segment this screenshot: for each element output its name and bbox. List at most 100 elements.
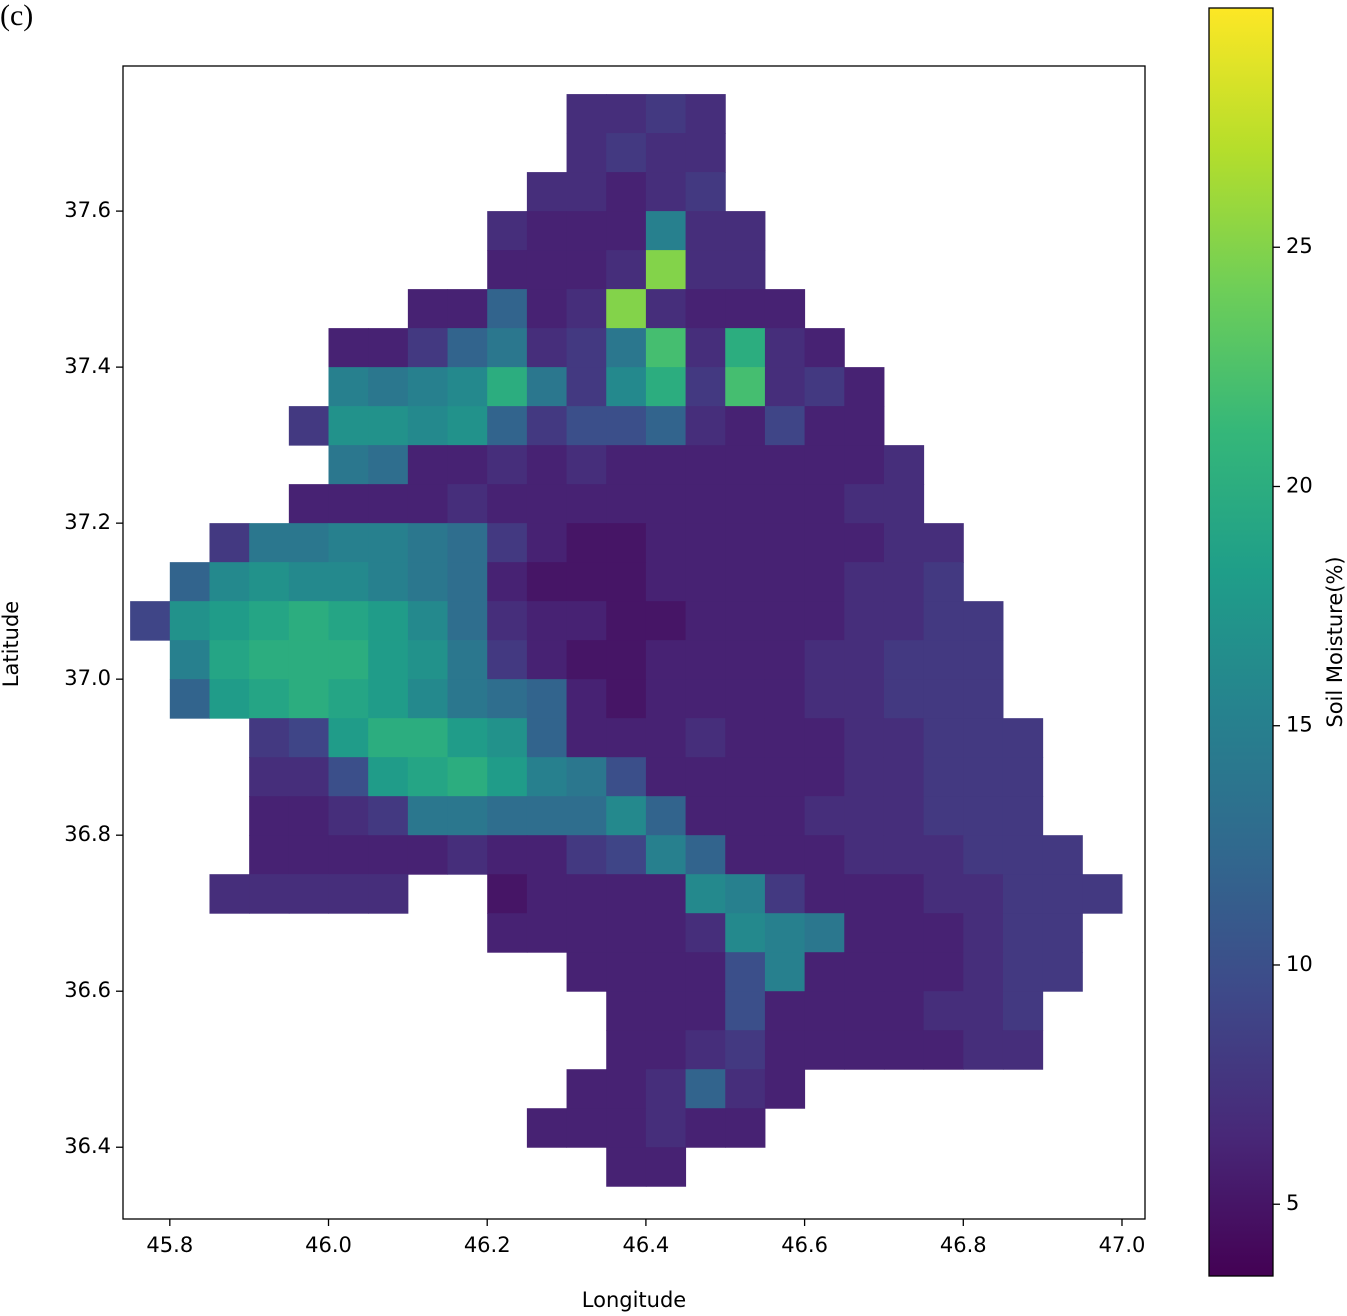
cell xyxy=(804,406,845,446)
cell xyxy=(169,562,210,602)
cell xyxy=(487,835,528,875)
cell xyxy=(368,679,409,719)
cell xyxy=(645,1147,687,1187)
cell xyxy=(963,640,1004,680)
cell xyxy=(169,679,210,719)
y-tick-label: 37.2 xyxy=(64,510,111,534)
cell xyxy=(883,601,925,641)
cell xyxy=(685,718,726,758)
cell xyxy=(725,211,766,251)
cell xyxy=(685,250,726,290)
cell xyxy=(685,94,726,134)
cell xyxy=(804,640,845,680)
cell xyxy=(1002,1030,1044,1070)
cell xyxy=(606,367,647,407)
cell xyxy=(487,796,528,836)
cell xyxy=(844,952,885,992)
cell xyxy=(883,874,925,914)
plot-frame xyxy=(122,65,1146,1220)
cell xyxy=(328,445,369,485)
cell xyxy=(447,796,488,836)
cell xyxy=(487,328,528,368)
cell xyxy=(923,562,964,602)
x-tick-label: 46.6 xyxy=(781,1233,828,1257)
cell xyxy=(407,679,449,719)
cell xyxy=(764,952,806,992)
cell xyxy=(844,367,885,407)
cell xyxy=(923,679,964,719)
cell xyxy=(764,367,806,407)
cell xyxy=(963,1030,1004,1070)
cell xyxy=(764,757,806,797)
cell xyxy=(963,718,1004,758)
cell xyxy=(606,1069,647,1109)
cell xyxy=(566,94,607,134)
cell xyxy=(447,562,488,602)
cell xyxy=(883,796,925,836)
cell xyxy=(606,1147,647,1187)
cell xyxy=(368,523,409,563)
cell xyxy=(923,796,964,836)
cell xyxy=(764,601,806,641)
cell xyxy=(526,913,568,953)
cell xyxy=(566,523,607,563)
cell xyxy=(764,328,806,368)
cell xyxy=(526,796,568,836)
cell xyxy=(804,952,845,992)
cell xyxy=(725,913,766,953)
cell xyxy=(804,367,845,407)
cell xyxy=(526,523,568,563)
cell xyxy=(1002,757,1044,797)
cell xyxy=(725,445,766,485)
cell xyxy=(368,484,409,524)
cell xyxy=(963,991,1004,1031)
cell xyxy=(566,952,607,992)
cell xyxy=(487,406,528,446)
cell xyxy=(447,328,488,368)
cell xyxy=(526,289,568,329)
cell xyxy=(883,484,925,524)
cell xyxy=(487,289,528,329)
cell xyxy=(804,328,845,368)
cell xyxy=(923,874,964,914)
cell xyxy=(526,835,568,875)
cell xyxy=(883,523,925,563)
cell xyxy=(725,601,766,641)
cell xyxy=(685,1069,726,1109)
colorbar-tick-label: 5 xyxy=(1286,1191,1299,1215)
cell xyxy=(883,679,925,719)
cell xyxy=(487,718,528,758)
cell xyxy=(566,835,607,875)
cell xyxy=(844,679,885,719)
cell xyxy=(804,991,845,1031)
y-tick-label: 37.6 xyxy=(64,198,111,222)
cell xyxy=(725,484,766,524)
cell xyxy=(487,484,528,524)
cell xyxy=(804,562,845,602)
y-tick-label: 36.8 xyxy=(64,822,111,846)
cell xyxy=(407,484,449,524)
cell xyxy=(566,757,607,797)
cell xyxy=(764,562,806,602)
cell xyxy=(288,718,330,758)
cell xyxy=(963,796,1004,836)
cell xyxy=(645,523,687,563)
cell xyxy=(566,796,607,836)
cell xyxy=(764,679,806,719)
cell xyxy=(804,445,845,485)
cell xyxy=(209,640,250,680)
cell xyxy=(685,484,726,524)
cell xyxy=(288,640,330,680)
cell xyxy=(764,640,806,680)
cell xyxy=(249,679,290,719)
cell xyxy=(685,835,726,875)
cell xyxy=(844,913,885,953)
cell xyxy=(606,913,647,953)
cell xyxy=(526,1108,568,1148)
cell xyxy=(685,952,726,992)
cell xyxy=(963,835,1004,875)
cell xyxy=(288,835,330,875)
cell xyxy=(249,523,290,563)
cell xyxy=(764,445,806,485)
cell xyxy=(487,874,528,914)
